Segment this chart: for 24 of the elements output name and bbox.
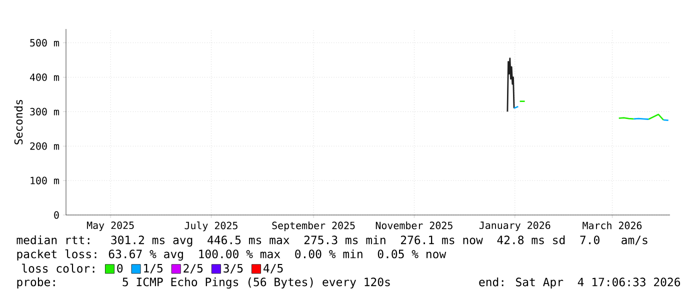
x-tick-label: May 2025: [86, 222, 134, 231]
y-tick-label: 500 m: [30, 38, 60, 47]
legend-title: loss color:: [22, 264, 94, 273]
x-tick-label: September 2025: [272, 222, 355, 232]
text: end: Sat Apr 4 17:06:33 2026: [479, 277, 680, 289]
text: probe: 5 ICMP Echo Pings (56 Bytes) every 120s: [17, 277, 390, 289]
y-axis-title: Seconds: [14, 100, 23, 144]
y-tick-label: 200 m: [30, 142, 60, 150]
x-tick-label: January 2026: [479, 222, 550, 231]
legend-label: 0: [117, 264, 123, 273]
legend-label: 2/5: [184, 264, 203, 274]
text: median rtt: 301.2 ms avg 446.5 ms max 275.3 ms min 276.1 ms now 42.8 ms sd 7.0 am/s: [16, 235, 648, 247]
legend-label: 1/5: [144, 264, 162, 274]
y-tick-label: 0: [54, 211, 59, 219]
x-tick-label: March 2026: [582, 222, 642, 230]
text: packet loss: 63.67 % avg 100.00 % max 0.00 % min 0.05 % now: [17, 249, 446, 261]
y-tick-label: 100 m: [30, 176, 60, 184]
x-tick-label: November 2025: [376, 222, 452, 230]
y-tick-label: 300 m: [30, 108, 60, 116]
x-tick-label: July 2025: [184, 222, 238, 232]
legend-label: 4/5: [264, 264, 283, 274]
line-series: [506, 58, 515, 112]
y-tick-label: 400 m: [30, 73, 60, 81]
legend-label: 3/5: [224, 264, 243, 274]
